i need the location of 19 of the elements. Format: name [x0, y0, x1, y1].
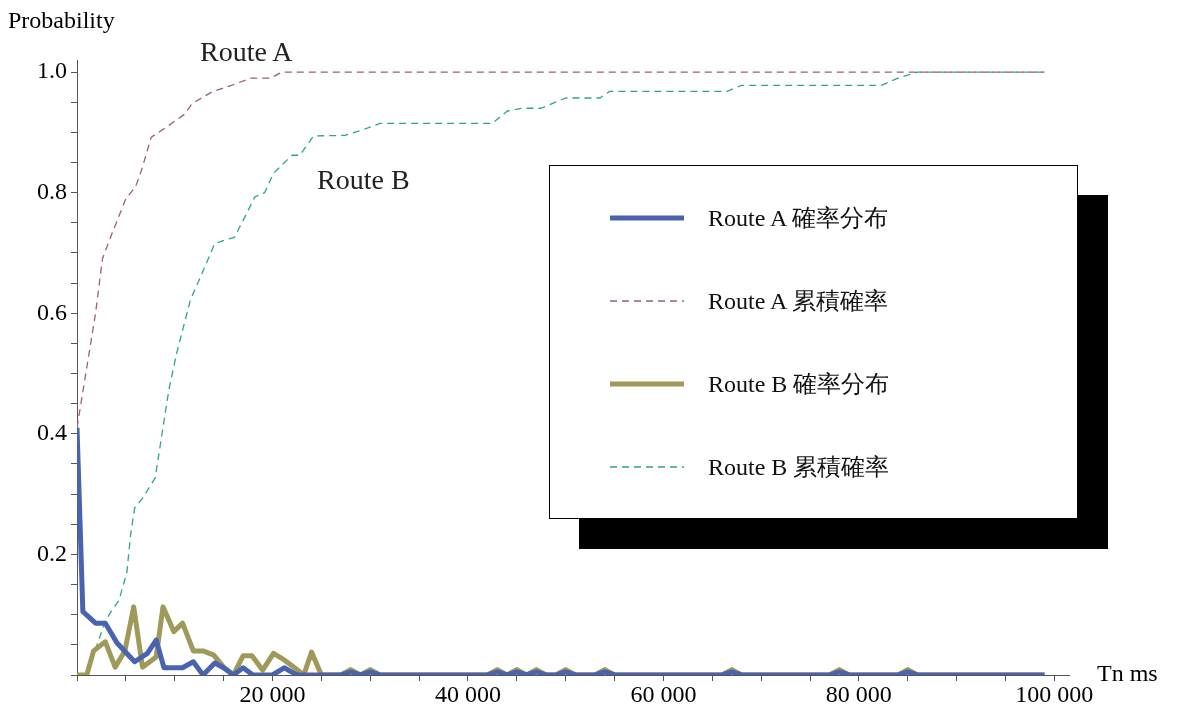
x-axis-title: Tn ms — [1097, 660, 1158, 687]
legend-label: Route A 累積確率 — [708, 286, 889, 316]
y-tick-label: 0.2 — [37, 539, 67, 566]
y-axis-title: Probability — [8, 7, 115, 34]
legend-label: Route B 累積確率 — [708, 452, 890, 482]
annotation: Route A — [200, 36, 293, 68]
x-tick-label: 40 000 — [434, 680, 501, 707]
annotation: Route B — [317, 164, 410, 196]
x-tick-label: 100 000 — [1015, 680, 1094, 707]
x-tick-label: 20 000 — [239, 680, 306, 707]
x-tick-label: 80 000 — [825, 680, 892, 707]
legend-label: Route B 確率分布 — [708, 369, 890, 399]
legend-label: Route A 確率分布 — [708, 203, 889, 233]
line-series — [77, 71, 1046, 429]
y-tick-label: 0.8 — [37, 177, 67, 204]
y-tick-label: 0.4 — [37, 419, 67, 446]
x-tick-label: 60 000 — [630, 680, 697, 707]
y-tick-label: 0.6 — [37, 298, 67, 325]
y-tick-label: 1.0 — [37, 57, 67, 84]
